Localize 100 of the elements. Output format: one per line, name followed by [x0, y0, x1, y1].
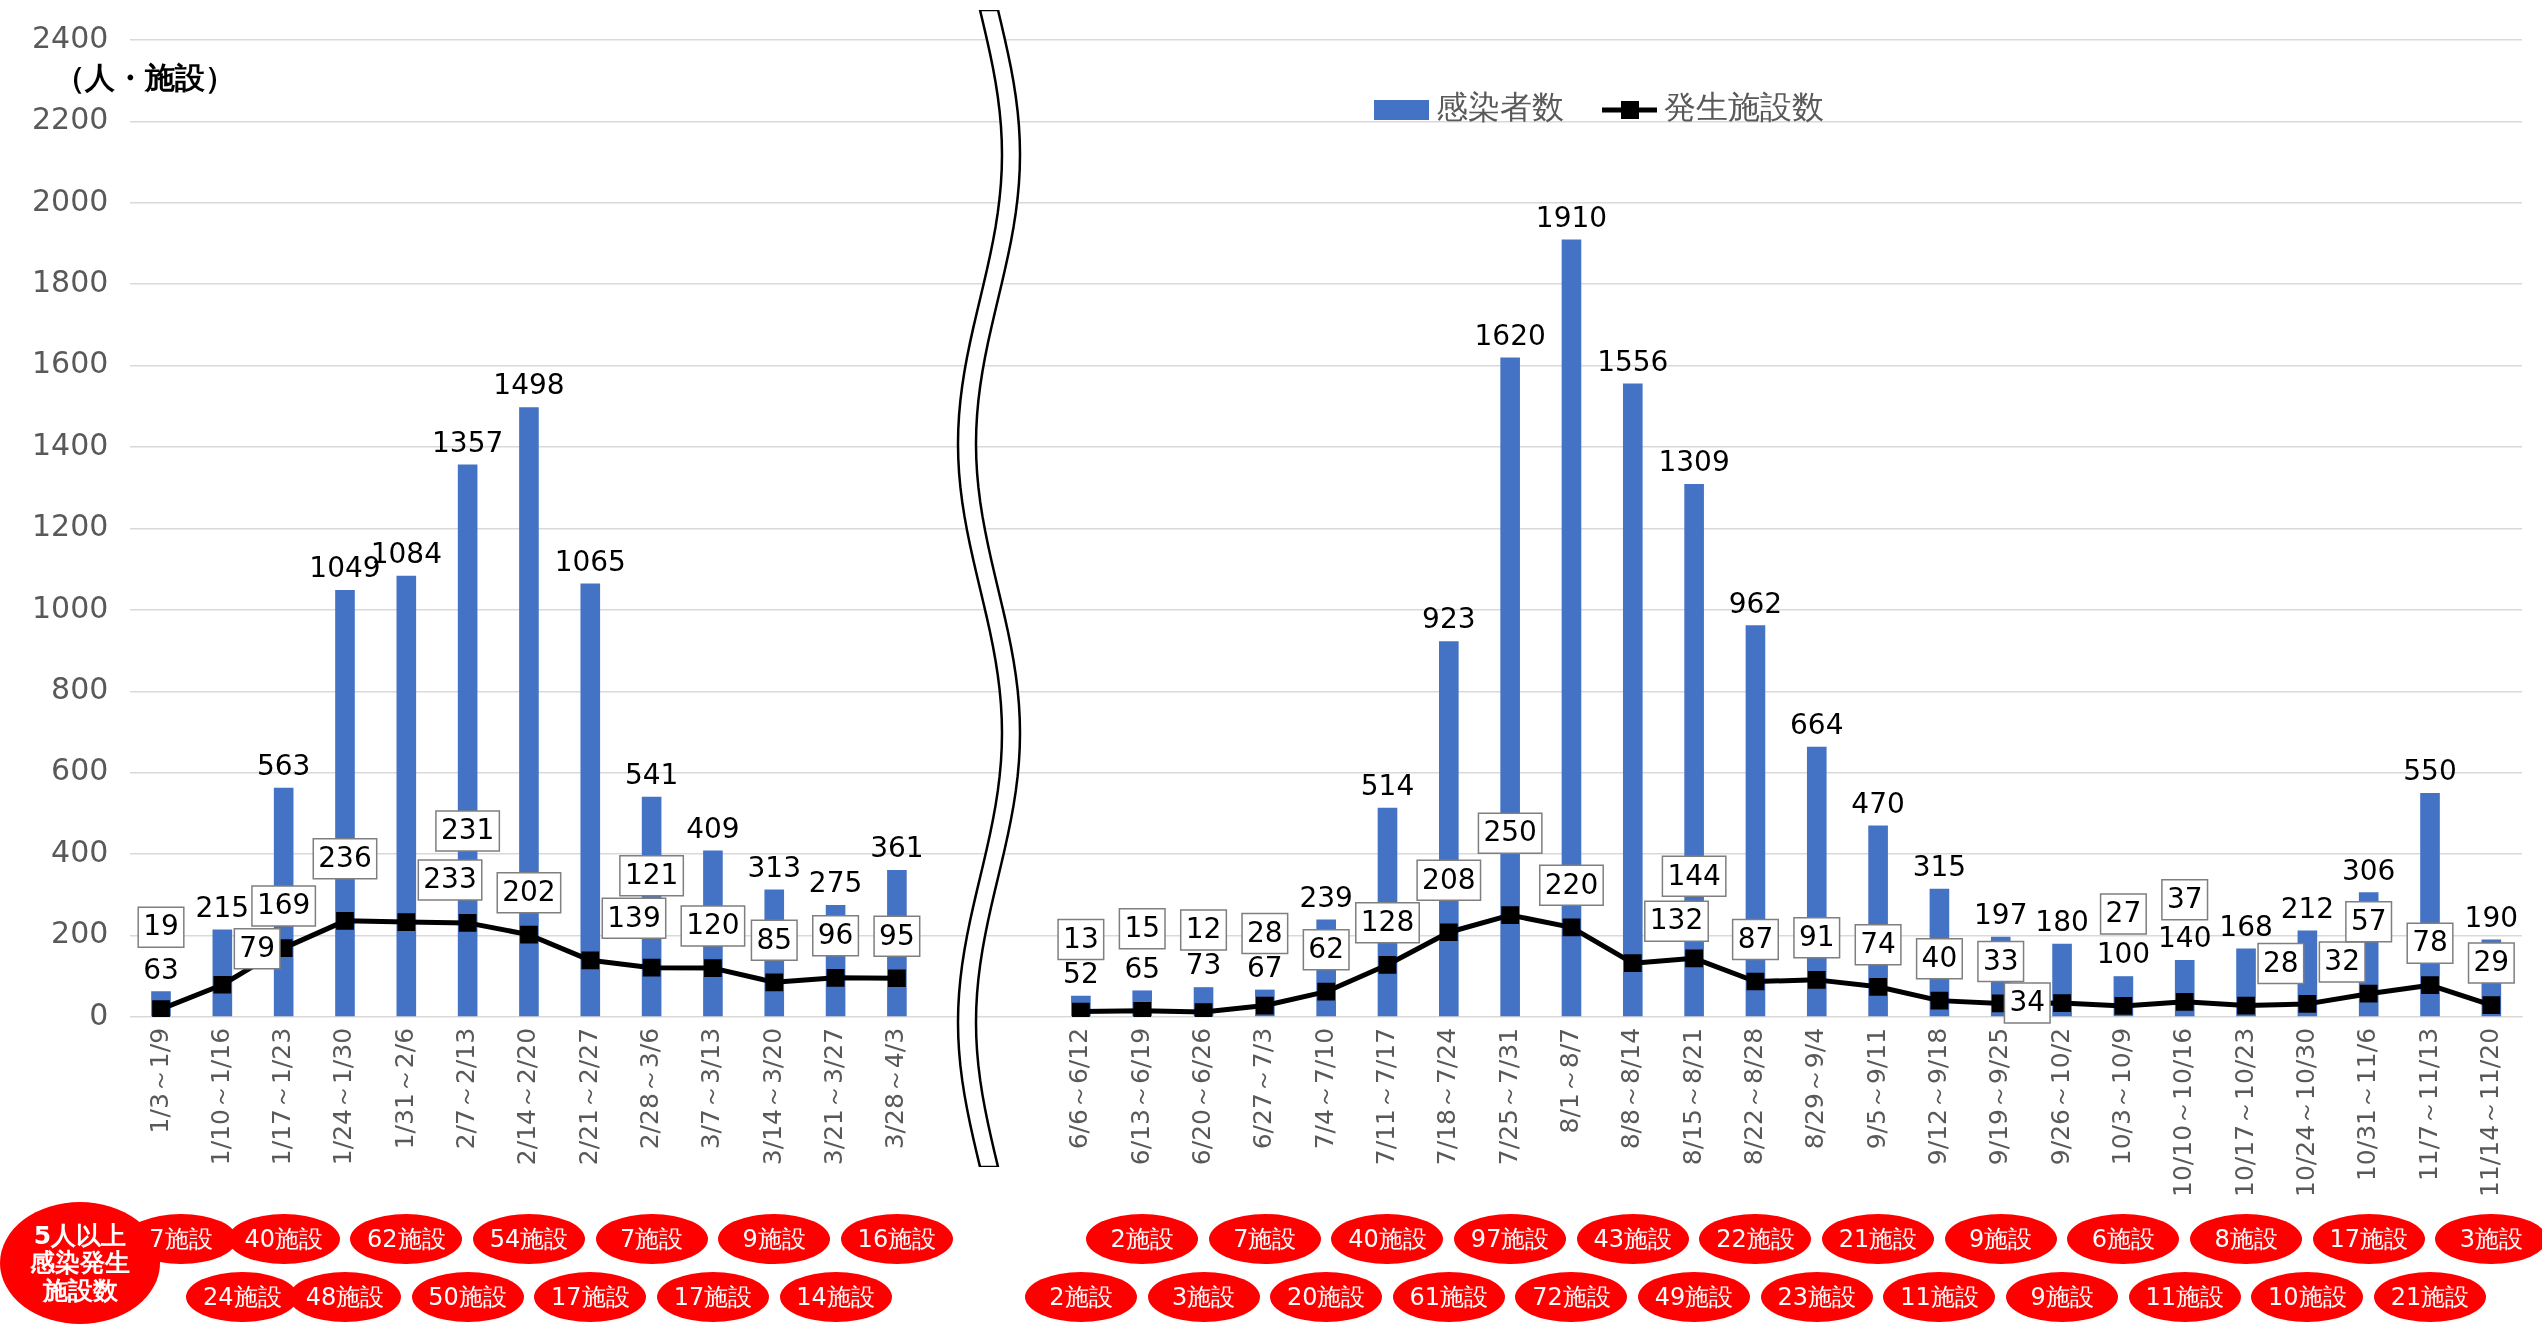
- text: 6施設: [2067, 1214, 2180, 1264]
- text: 17施設: [534, 1272, 647, 1322]
- text: 97施設: [1454, 1214, 1567, 1264]
- x-tick-label: 2/21～2/27: [573, 1027, 603, 1166]
- data-label: 15: [1124, 911, 1161, 945]
- x-tick-label: 8/15～8/21: [1677, 1027, 1707, 1166]
- data-label: 962: [1728, 586, 1783, 620]
- y-tick-label: 2400: [31, 19, 109, 55]
- data-label: 168: [2219, 909, 2273, 943]
- data-label: 313: [747, 850, 801, 884]
- data-label: 65: [1124, 951, 1161, 985]
- x-tick-label: 11/14～11/20: [2474, 1027, 2504, 1197]
- y-tick-label: 600: [51, 752, 109, 788]
- x-tick-label: 7/25～7/31: [1493, 1027, 1523, 1166]
- data-label: 212: [2280, 891, 2335, 925]
- data-label: 62: [1308, 931, 1344, 965]
- data-label: 140: [2157, 921, 2212, 955]
- bar: [580, 583, 601, 1017]
- data-label: 664: [1790, 707, 1844, 741]
- data-label: 87: [1737, 921, 1774, 955]
- data-label: 19: [143, 909, 179, 943]
- data-label: 233: [423, 862, 477, 896]
- text: 20施設: [1270, 1272, 1383, 1322]
- y-tick-label: 200: [51, 915, 109, 951]
- text: 2施設: [1024, 1272, 1137, 1322]
- data-label: 1309: [1658, 445, 1730, 479]
- text: 49施設: [1638, 1272, 1751, 1322]
- text: 21施設: [2374, 1272, 2486, 1322]
- data-label: 12: [1185, 912, 1222, 946]
- text: 9施設: [2006, 1272, 2119, 1322]
- x-tick-label: 10/31～11/6: [2352, 1027, 2382, 1182]
- x-tick-label: 3/28～4/3: [880, 1027, 910, 1150]
- data-label: 215: [195, 890, 250, 924]
- data-label: 34: [2009, 985, 2046, 1019]
- data-label: 180: [2035, 904, 2089, 938]
- data-label: 197: [1974, 898, 2028, 931]
- text: 7施設: [149, 1224, 213, 1253]
- text: 9施設: [718, 1214, 831, 1264]
- x-tick-label: 6/27～7/3: [1248, 1027, 1278, 1150]
- data-label: 74: [1860, 927, 1896, 961]
- legend-label: 発生施設数: [1664, 88, 1825, 127]
- y-tick-label: 0: [89, 996, 109, 1032]
- y-axis-title: （人・施設）: [55, 59, 235, 95]
- data-label: 95: [879, 918, 915, 952]
- text: 8施設: [2190, 1214, 2303, 1264]
- text: 43施設: [1576, 1214, 1689, 1264]
- data-label: 128: [1360, 905, 1415, 939]
- y-tick-label: 1800: [31, 264, 109, 300]
- data-label: 132: [1649, 903, 1704, 937]
- data-label: 79: [239, 931, 275, 965]
- data-label: 550: [2403, 754, 2457, 788]
- text: 72施設: [1515, 1272, 1628, 1322]
- text: 11施設: [2128, 1272, 2241, 1322]
- data-label: 923: [1422, 602, 1476, 636]
- data-label: 220: [1544, 867, 1599, 901]
- text: 5人以上感染発生施設数: [29, 1220, 131, 1305]
- x-tick-label: 7/11～7/17: [1371, 1027, 1400, 1166]
- x-tick-label: 6/6～6/12: [1064, 1027, 1094, 1150]
- data-label: 1910: [1535, 200, 1608, 234]
- data-label: 37: [2166, 882, 2203, 916]
- bar: [1622, 383, 1643, 1017]
- data-label: 27: [2105, 896, 2142, 930]
- x-tick-label: 11/7～11/13: [2413, 1027, 2443, 1182]
- data-label: 190: [2464, 900, 2519, 934]
- data-label: 470: [1851, 786, 1905, 820]
- data-label: 1620: [1474, 318, 1546, 352]
- x-tick-label: 9/5～9/11: [1861, 1027, 1891, 1150]
- data-label: 73: [1185, 948, 1222, 982]
- x-tick-label: 10/10～10/16: [2168, 1027, 2198, 1197]
- data-label: 361: [870, 831, 924, 865]
- data-label: 52: [1063, 957, 1099, 991]
- y-tick-label: 2200: [31, 101, 109, 137]
- x-tick-label: 6/20～6/26: [1187, 1027, 1217, 1166]
- y-tick-label: 400: [51, 833, 109, 869]
- data-label: 67: [1247, 950, 1283, 984]
- data-label: 121: [624, 857, 679, 891]
- data-label: 250: [1483, 815, 1537, 849]
- text: 24施設: [186, 1272, 299, 1322]
- text: 21施設: [1822, 1214, 1935, 1264]
- data-label: 306: [2341, 853, 2396, 887]
- text: 40施設: [227, 1214, 340, 1264]
- x-tick-label: 10/3～10/9: [2106, 1027, 2136, 1166]
- data-label: 1357: [432, 425, 504, 459]
- x-tick-label: 9/12～9/18: [1922, 1027, 1952, 1166]
- x-tick-label: 1/3～1/9: [144, 1027, 174, 1134]
- data-label: 100: [2096, 937, 2151, 971]
- data-label: 409: [686, 811, 740, 845]
- data-label: 315: [1912, 849, 1967, 883]
- x-tick-label: 8/8～8/14: [1616, 1027, 1646, 1150]
- data-label: 33: [1982, 943, 2019, 977]
- data-label: 169: [256, 888, 311, 922]
- x-tick-label: 8/29～9/4: [1800, 1027, 1830, 1150]
- text: 48施設: [288, 1272, 401, 1322]
- x-tick-label: 1/31～2/6: [389, 1027, 419, 1150]
- x-tick-label: 3/21～3/27: [819, 1027, 849, 1166]
- x-tick-label: 1/10～1/16: [205, 1027, 235, 1166]
- data-label: 202: [502, 874, 556, 908]
- x-tick-label: 7/18～7/24: [1432, 1027, 1462, 1166]
- legend-label: 感染者数: [1436, 88, 1565, 127]
- text: 40施設: [1331, 1214, 1444, 1264]
